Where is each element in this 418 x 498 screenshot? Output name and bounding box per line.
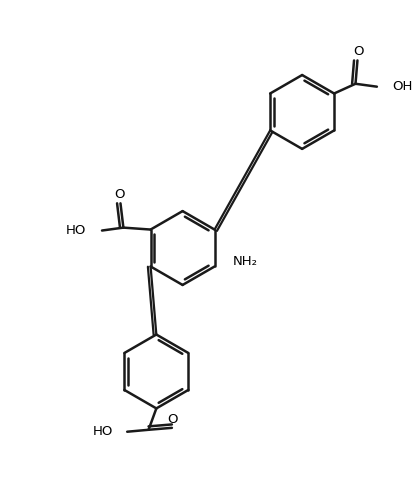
Text: O: O [353,45,364,58]
Text: NH₂: NH₂ [233,255,258,268]
Text: O: O [114,188,125,201]
Text: HO: HO [93,425,114,438]
Text: OH: OH [393,80,413,93]
Text: HO: HO [66,224,87,237]
Text: O: O [168,412,178,426]
